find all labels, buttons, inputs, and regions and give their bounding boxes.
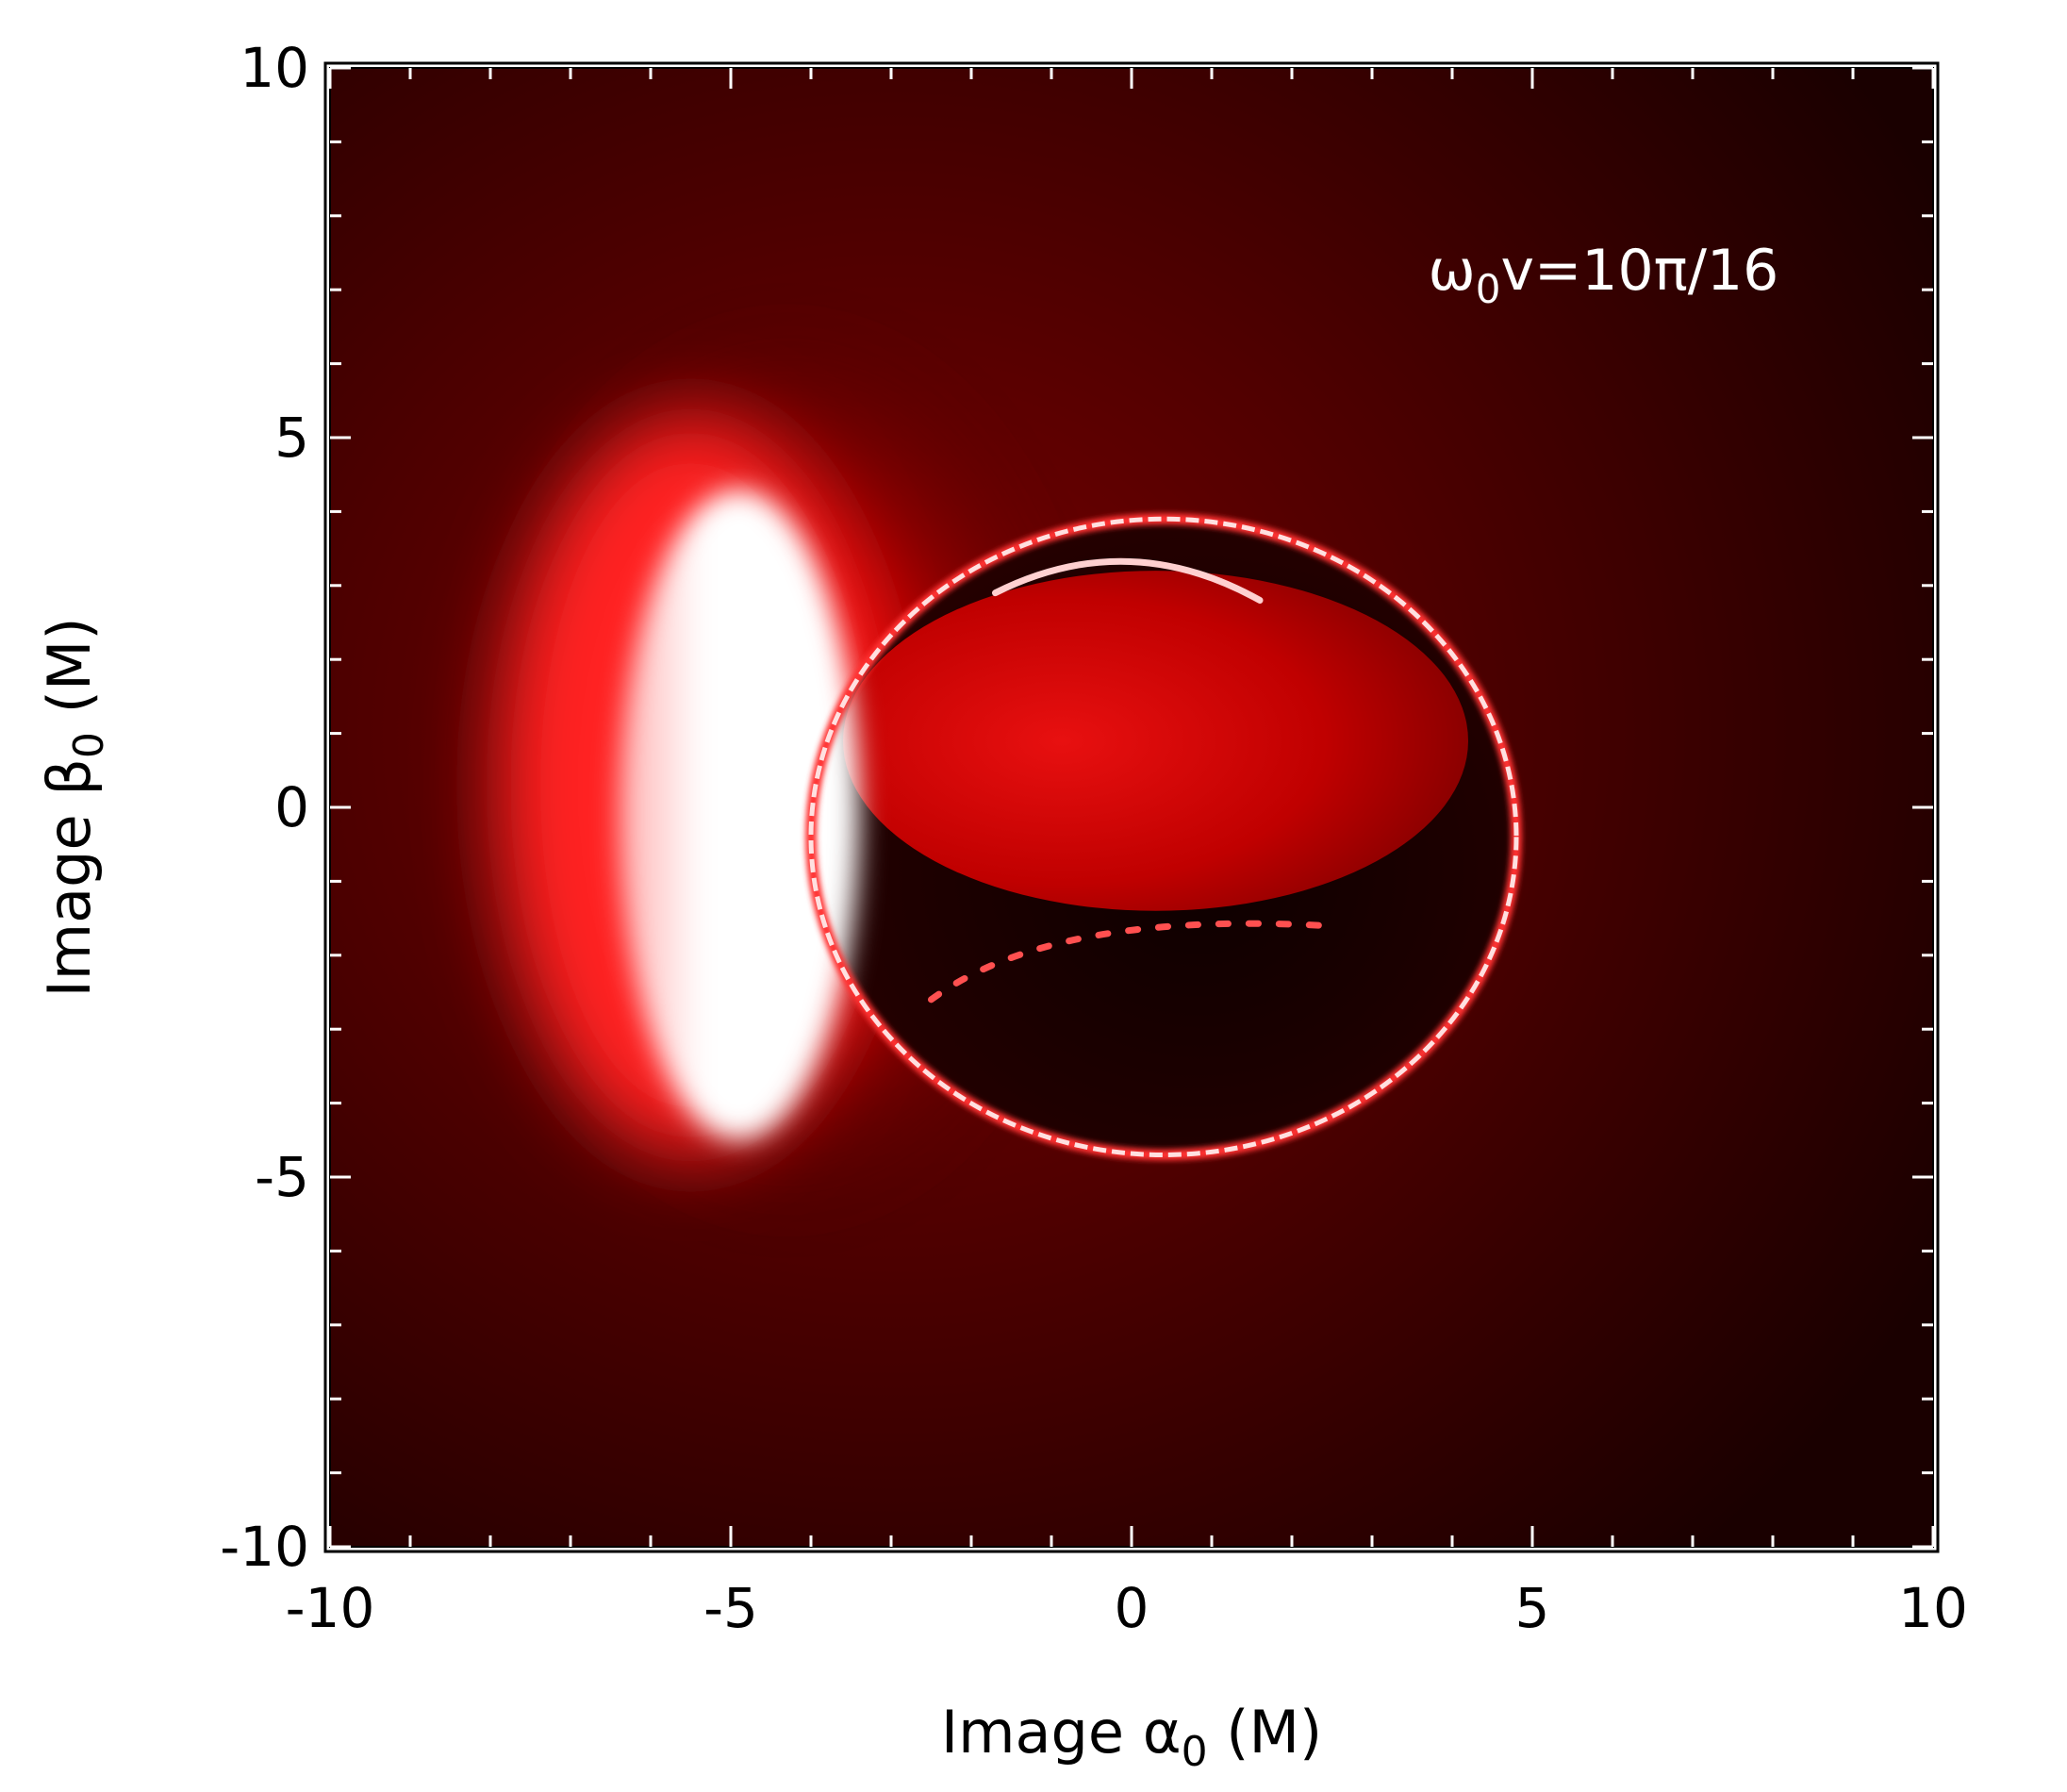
axis-tick-labels: -10 -5 0 5 10 -10 -5 0 5 10	[220, 36, 1968, 1640]
x-tick-label: 10	[1898, 1576, 1968, 1640]
photon-ring	[808, 516, 1519, 1157]
plot-frame	[323, 61, 1940, 1553]
y-tick-label: -10	[220, 1515, 309, 1579]
omega-annotation: ω0v=10π/16	[1429, 238, 1779, 312]
x-axis-label: Image α0 (M)	[941, 1698, 1322, 1776]
plot-area	[330, 68, 1933, 1547]
x-tick-label: -10	[286, 1576, 375, 1640]
bright-crescent	[619, 489, 859, 1140]
secondary-arc-upper	[992, 557, 1264, 604]
y-tick-label: 0	[274, 775, 309, 839]
axis-ticks	[328, 66, 1935, 1549]
secondary-arc-lower	[928, 920, 1328, 1004]
x-tick-label: 0	[1115, 1576, 1149, 1640]
y-axis-label: Image β0 (M)	[35, 617, 113, 997]
x-tick-label: 5	[1515, 1576, 1550, 1640]
y-tick-label: 10	[240, 36, 309, 100]
x-tick-label: -5	[703, 1576, 758, 1640]
y-tick-label: 5	[274, 406, 309, 470]
y-tick-label: -5	[255, 1145, 309, 1209]
inner-bright-lobe	[843, 571, 1468, 911]
